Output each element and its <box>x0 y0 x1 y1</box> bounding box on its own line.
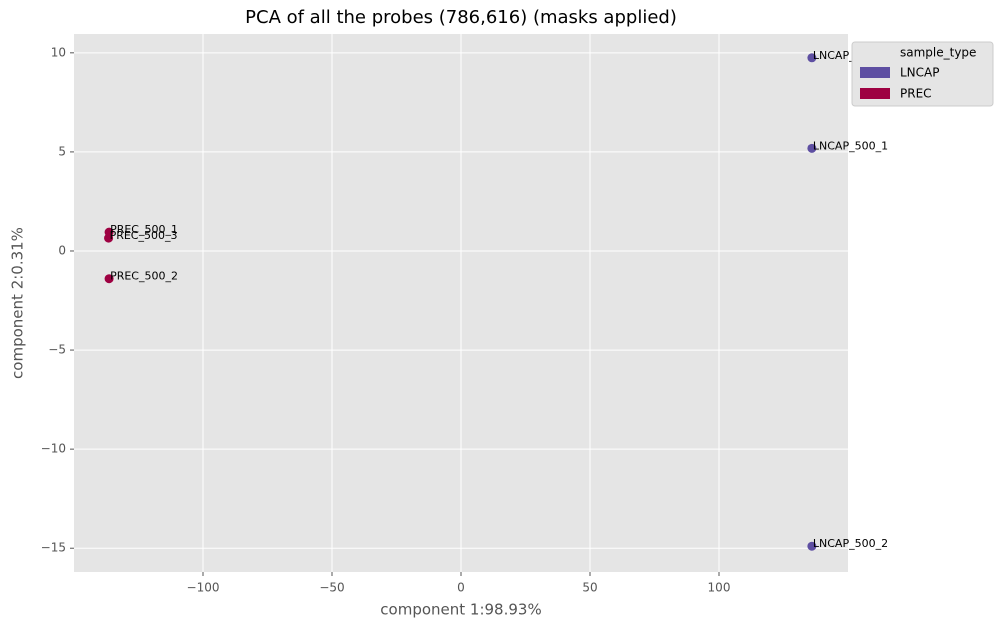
point <box>104 233 114 243</box>
point <box>807 541 817 551</box>
legend-title: sample_type <box>900 46 976 60</box>
point-label: LNCAP_500_2 <box>813 537 888 550</box>
legend-swatch <box>860 67 890 78</box>
y-tick-label: −5 <box>48 343 66 357</box>
y-tick-label: 5 <box>58 144 66 158</box>
x-axis-label: component 1:98.93% <box>380 601 541 619</box>
y-tick-label: 10 <box>51 45 66 59</box>
point <box>807 53 817 63</box>
point <box>104 274 114 284</box>
point-label: PREC_500_1 <box>110 223 178 236</box>
x-tick-label: 50 <box>582 581 597 595</box>
legend-label: LNCAP <box>900 66 940 80</box>
point-label: PREC_500_3 <box>110 229 178 242</box>
x-tick-label: 100 <box>708 581 731 595</box>
chart-title: PCA of all the probes (786,616) (masks a… <box>245 7 677 28</box>
point <box>807 143 817 153</box>
legend-swatch <box>860 88 890 99</box>
y-tick-label: 0 <box>58 243 66 257</box>
x-tick-label: 0 <box>457 581 465 595</box>
y-axis-label: component 2:0.31% <box>9 227 27 379</box>
point-label: LNCAP_500_1 <box>813 139 888 152</box>
y-tick-label: −15 <box>41 541 66 555</box>
legend-label: PREC <box>900 87 932 101</box>
x-tick-label: −50 <box>319 581 344 595</box>
x-tick-label: −100 <box>187 581 220 595</box>
point-label: PREC_500_2 <box>110 270 178 283</box>
y-tick-label: −10 <box>41 442 66 456</box>
